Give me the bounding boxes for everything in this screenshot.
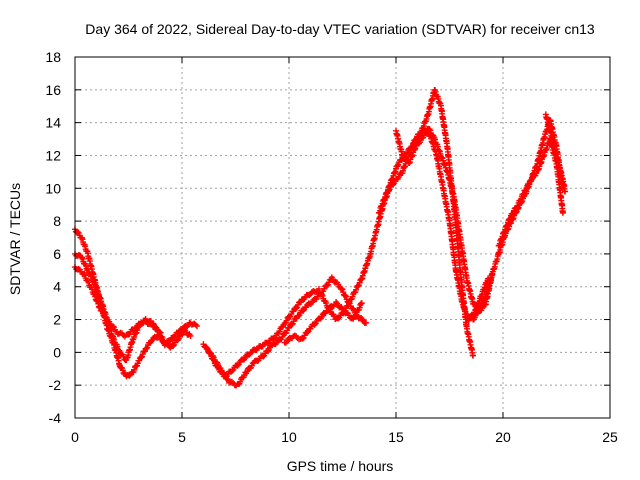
series-arc-9 (393, 125, 496, 314)
y-tick-label: 0 (53, 344, 61, 360)
data-point (193, 323, 200, 330)
series-arc-12 (542, 111, 569, 195)
data-point (131, 325, 138, 332)
data-point (562, 188, 569, 195)
x-tick-label: 20 (495, 429, 511, 445)
data-point (260, 353, 267, 360)
data-point (102, 313, 109, 320)
grid-lines (75, 57, 610, 418)
y-tick-label: 4 (53, 279, 61, 295)
data-point (306, 292, 313, 299)
data-point (167, 338, 174, 345)
data-point (211, 357, 218, 364)
y-tick-label: -2 (49, 377, 62, 393)
data-point (358, 300, 365, 307)
data-point (470, 352, 477, 359)
data-point (229, 367, 236, 374)
data-point (110, 323, 117, 330)
data-point (304, 329, 311, 336)
data-point (264, 340, 271, 347)
y-tick-label: 14 (45, 115, 61, 131)
y-tick-label: 16 (45, 82, 61, 98)
data-point (234, 362, 241, 369)
series-arc-6 (281, 299, 365, 346)
data-point (276, 328, 283, 335)
series-arc-5 (204, 250, 374, 380)
data-points (72, 86, 569, 389)
y-tick-label: 8 (53, 213, 61, 229)
y-tick-label: 6 (53, 246, 61, 262)
data-point (143, 345, 150, 352)
data-point (356, 304, 363, 311)
axis-ticks: 0 5 10 15 20 25 -4 -2 0 2 4 6 8 10 12 14 16 18 (45, 49, 618, 445)
data-point (295, 313, 302, 320)
series-arc-4 (200, 274, 370, 389)
x-axis-label: GPS time / hours (287, 458, 394, 474)
y-axis-label: SDTVAR / TECUs (7, 183, 23, 295)
data-point (270, 335, 277, 342)
data-point (164, 340, 171, 347)
data-point (74, 228, 81, 235)
data-point (509, 211, 516, 218)
data-point (237, 378, 244, 385)
data-point (324, 282, 331, 289)
data-point (353, 311, 360, 318)
data-point (170, 343, 177, 350)
data-point (81, 272, 88, 279)
data-point (148, 338, 155, 345)
data-point (514, 203, 521, 210)
chart-title: Day 364 of 2022, Sidereal Day-to-day VTE… (85, 21, 595, 37)
data-point (420, 132, 427, 139)
data-point (138, 354, 145, 361)
y-tick-label: 12 (45, 147, 61, 163)
y-tick-label: 18 (45, 49, 61, 65)
y-tick-label: -4 (49, 410, 62, 426)
data-point (157, 329, 164, 336)
data-point (288, 321, 295, 328)
data-point (206, 349, 213, 356)
data-point (323, 299, 330, 306)
plot-frame (74, 56, 611, 419)
data-point (353, 286, 360, 293)
data-point (152, 323, 159, 330)
data-point (363, 319, 370, 326)
data-point (335, 315, 342, 322)
data-point (299, 335, 306, 342)
x-tick-label: 10 (281, 429, 297, 445)
y-tick-label: 10 (45, 180, 61, 196)
data-point (138, 321, 145, 328)
data-point (475, 308, 482, 315)
data-point (293, 305, 300, 312)
x-tick-label: 0 (71, 429, 79, 445)
data-point (342, 292, 349, 299)
data-point (85, 279, 92, 286)
series-arc-3 (72, 264, 164, 340)
data-point (338, 285, 345, 292)
x-tick-label: 15 (388, 429, 404, 445)
data-point (300, 296, 307, 303)
data-point (311, 321, 318, 328)
x-tick-label: 25 (602, 429, 618, 445)
y-tick-label: 2 (53, 312, 61, 328)
data-point (187, 332, 194, 339)
data-point (400, 152, 407, 159)
x-tick-label: 5 (178, 429, 186, 445)
data-point (319, 292, 326, 299)
data-point (156, 328, 163, 335)
data-point (523, 185, 530, 192)
data-point (559, 209, 566, 216)
data-point (345, 300, 352, 307)
